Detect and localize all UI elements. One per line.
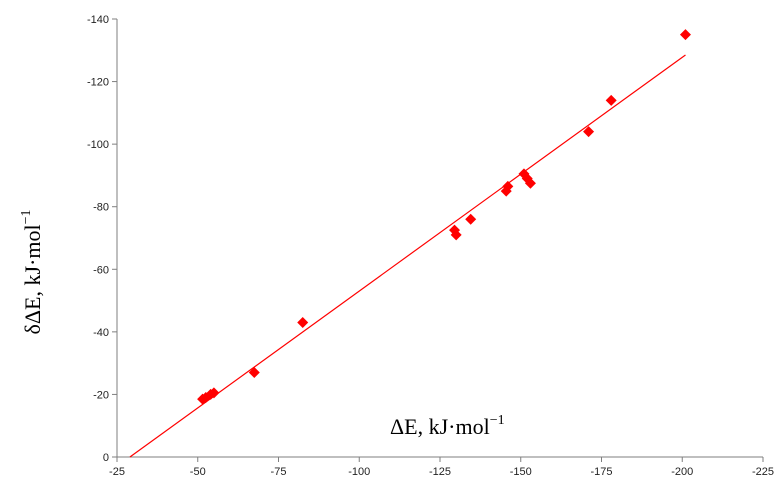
x-tick-label: -125 bbox=[429, 466, 451, 478]
x-tick-label: -225 bbox=[752, 466, 774, 478]
x-tick-label: -150 bbox=[510, 466, 532, 478]
y-tick-label: -60 bbox=[93, 264, 109, 276]
x-tick-label: -50 bbox=[190, 466, 206, 478]
y-axis-ticks: 0 -20 -40 -60 -80 -100 -120 -140 bbox=[87, 14, 117, 464]
x-tick-label: -25 bbox=[109, 466, 125, 478]
y-tick-label: -140 bbox=[87, 14, 109, 26]
data-point bbox=[502, 180, 514, 192]
y-axis-title-text: δΔE, kJ·mol bbox=[20, 224, 45, 334]
x-tick-label: -175 bbox=[590, 466, 612, 478]
x-tick-label: -200 bbox=[671, 466, 693, 478]
y-tick-label: -100 bbox=[87, 139, 109, 151]
data-point bbox=[450, 229, 462, 241]
data-point bbox=[297, 316, 309, 328]
x-axis-title: ΔE, kJ·mol−1 bbox=[390, 413, 505, 439]
data-point bbox=[679, 29, 691, 41]
y-tick-label: -20 bbox=[93, 389, 109, 401]
data-point bbox=[583, 126, 595, 138]
x-tick-label: -75 bbox=[271, 466, 287, 478]
data-point bbox=[524, 177, 536, 189]
x-tick-label: -100 bbox=[348, 466, 370, 478]
data-point bbox=[605, 94, 617, 106]
data-point bbox=[465, 213, 477, 225]
y-axis-title: δΔE, kJ·mol−1 bbox=[19, 210, 45, 335]
x-axis-title-text: ΔE, kJ·mol bbox=[390, 414, 490, 439]
data-point bbox=[208, 387, 220, 399]
data-point bbox=[248, 367, 260, 379]
y-tick-label: -80 bbox=[93, 202, 109, 214]
x-axis-title-superscript: −1 bbox=[490, 413, 505, 428]
trendline bbox=[129, 54, 686, 458]
data-points bbox=[197, 29, 691, 405]
x-axis-ticks: -25 -50 -75 -100 -125 -150 -175 -200 -225 bbox=[109, 457, 774, 478]
y-tick-label: 0 bbox=[103, 452, 109, 464]
trendline-group bbox=[129, 54, 686, 458]
y-tick-label: -120 bbox=[87, 77, 109, 89]
y-tick-label: -40 bbox=[93, 327, 109, 339]
y-axis-title-superscript: −1 bbox=[19, 210, 34, 225]
